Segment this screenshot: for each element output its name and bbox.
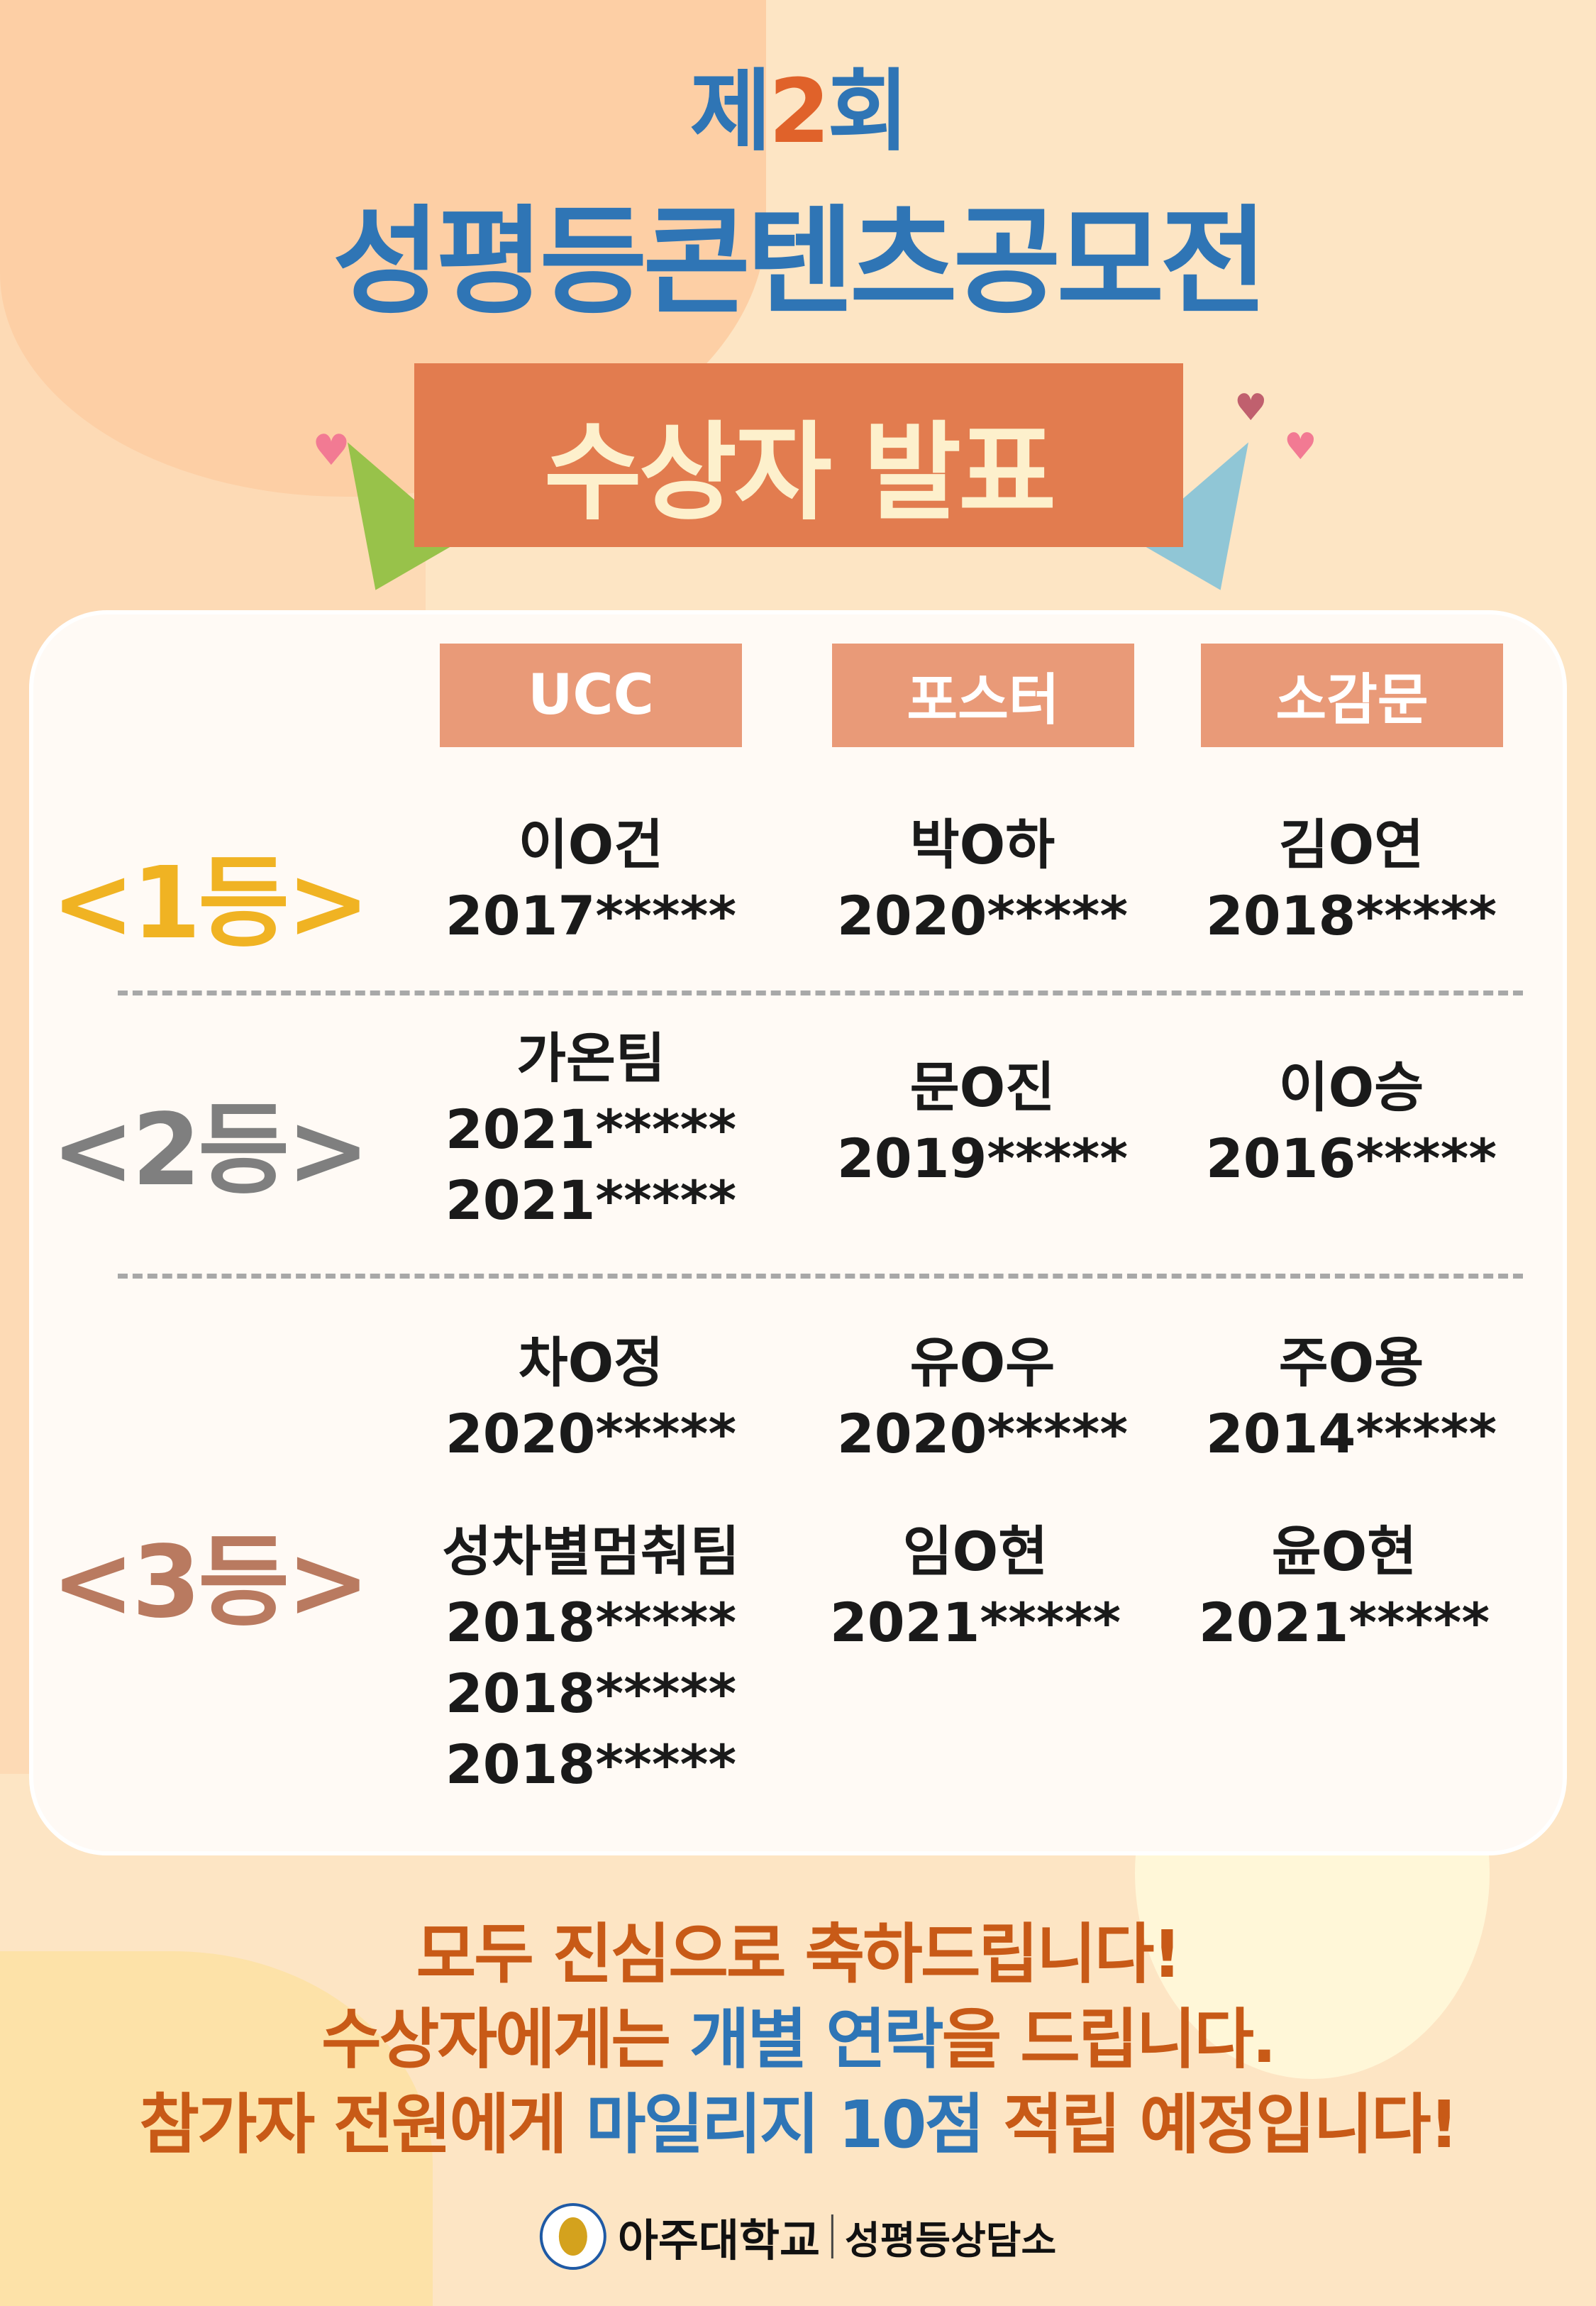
winner-cell-poster: 임O현 2021***** [829,1520,1121,1654]
edition-title: 제2회 [689,60,909,163]
column-header-poster: 포스터 [832,644,1134,747]
row-divider [118,991,1523,995]
heart-icon: ♥ [1234,387,1268,429]
column-header-ucc: UCC [440,644,742,747]
winner-cell-essay: 이O승 2016***** [1205,1056,1497,1190]
winner-cell-poster: 문O진 2019***** [836,1056,1129,1190]
announcement-banner [414,363,1183,547]
winner-cell-ucc: 가온팀 2021***** 2021***** [445,1027,737,1232]
rank-label-1st: <1등> [51,846,370,961]
winner-cell-ucc: 이O건 2017***** [445,813,737,947]
winner-cell-essay: 윤O현 2021***** [1198,1520,1490,1654]
heart-icon: ♥ [1284,426,1317,468]
winner-cell-essay: 주O용 2014***** [1205,1331,1497,1465]
row-divider [118,1274,1523,1279]
office-name: 성평등상담소 [845,2217,1057,2263]
winner-cell-poster: 유O우 2020***** [836,1331,1129,1465]
column-header-essay: 소감문 [1201,644,1503,747]
results-card [29,610,1567,1855]
congrats-message: 모두 진심으로 축하드립니다! [416,1916,1182,1992]
university-name: 아주대학교 [617,2214,821,2266]
rank-label-3rd: <3등> [51,1525,370,1640]
mileage-message: 참가자 전원에게 마일리지 10점 적립 예정입니다! [139,2087,1458,2163]
logo-divider [831,2214,834,2258]
contact-message: 수상자에게는 개별 연락을 드립니다. [321,2002,1277,2078]
winner-cell-essay: 김O연 2018***** [1205,813,1497,947]
rank-label-2nd: <2등> [51,1093,370,1208]
winner-cell-poster: 박O하 2020***** [836,813,1129,947]
winner-cell-ucc: 차O정 2020***** [445,1331,737,1465]
university-seal-icon [539,2203,606,2270]
heart-icon: ♥ [312,426,350,475]
contest-title: 성평등콘텐츠공모전 [332,194,1268,330]
winner-cell-ucc: 성차별멈춰팀 2018***** 2018***** 2018***** [442,1520,740,1796]
organization-logo: 아주대학교 성평등상담소 [539,2203,1057,2270]
banner-title: 수상자 발표 [543,412,1056,535]
